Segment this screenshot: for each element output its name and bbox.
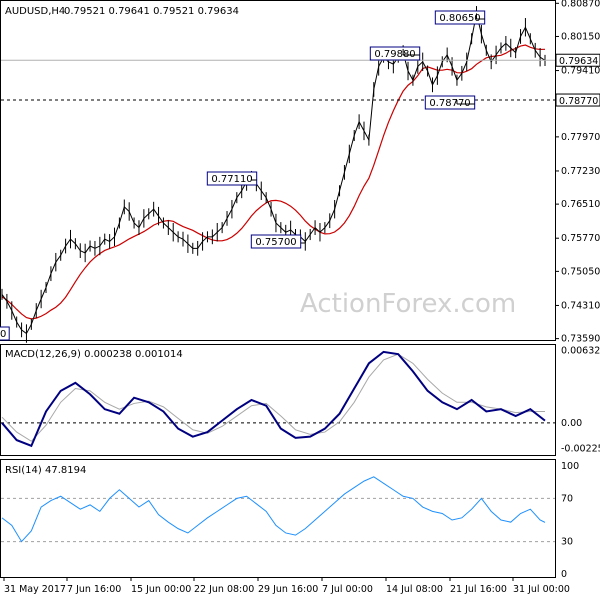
rsi-title: RSI(14) 47.8194 [5, 465, 86, 476]
price-tick-label: 0.75050 [561, 266, 600, 277]
macd-layer [1, 350, 555, 448]
rsi-line [1, 476, 546, 543]
annotation-label: 00 [0, 329, 6, 340]
x-tick-label: 15 Jun 00:00 [131, 584, 191, 595]
macd-tick-label: -0.002253 [561, 444, 600, 455]
price-tick-label: 0.73590 [561, 334, 600, 345]
annotation-0.79880: 0.79880 [369, 46, 421, 61]
price-tick-label: 0.74310 [561, 300, 600, 311]
rsi-tick-label: 0 [561, 569, 567, 580]
annotation-box [369, 46, 421, 61]
annotation-box [206, 171, 258, 186]
axis-layer: 0.80870 0.80150 0.79410 0.78770 0.77970 0.772… [3, 0, 600, 595]
price-panel-frame [0, 0, 556, 341]
macd-panel-frame [0, 344, 556, 456]
current-price-rect [555, 53, 600, 67]
macd-tick-label: 0.006326 [561, 345, 600, 356]
annotation-label: 0.80650 [439, 13, 480, 24]
support-price-label: 0.78770 [559, 96, 598, 107]
annotation-0.80650: 0.80650 [434, 10, 486, 25]
price-tick-label: 0.75770 [561, 233, 600, 244]
annotation-0.77110: 0.77110 [206, 171, 258, 186]
x-tick-label: 21 Jul 16:00 [450, 584, 507, 595]
annotation-label: 0.77110 [211, 174, 252, 185]
current-price-label: 0.79634 [559, 56, 598, 67]
x-tick-label: 7 Jun 16:00 [67, 584, 121, 595]
annotation-box [0, 326, 10, 341]
macd-title: MACD(12,26,9) 0.000238 0.001014 [5, 349, 183, 360]
annotation-label: 0.79880 [374, 49, 415, 60]
support-price-box: 0.78770 [555, 93, 600, 107]
watermark: ActionForex.com [300, 289, 516, 319]
macd-tick-label: 0.00 [561, 418, 582, 429]
annotation-label: 0.78770 [429, 98, 470, 109]
annotation-box [424, 95, 476, 110]
rsi-tick-label: 70 [561, 493, 573, 504]
chart-ohlc: 0.79521 0.79641 0.79521 0.79634 [64, 6, 239, 17]
price-tick-label: 0.76510 [561, 199, 600, 210]
price-layer: 0.80650 0.79880 0.78770 0.77110 0.75700 00 [0, 6, 555, 343]
annotation-box [434, 10, 486, 25]
price-tick-label: 0.80870 [561, 0, 600, 9]
annotation-box [250, 234, 302, 249]
x-tick-label: 31 May 2017 [4, 584, 66, 595]
rsi-layer [1, 476, 555, 543]
macd-line [1, 350, 546, 448]
macd-signal-line [1, 353, 545, 442]
annotation-0.78770: 0.78770 [424, 95, 476, 110]
rsi-tick-label: 100 [561, 461, 579, 472]
price-line [1, 13, 546, 335]
rsi-panel-frame [0, 459, 556, 578]
price-tick-label: 0.80150 [561, 31, 600, 42]
x-tick-label: 31 Jul 00:00 [513, 584, 570, 595]
annotation-0.75700: 0.75700 [250, 234, 306, 249]
price-tick-label: 0.77230 [561, 166, 600, 177]
x-tick-label: 7 Jul 00:00 [322, 584, 373, 595]
x-tick-label: 29 Jun 16:00 [258, 584, 318, 595]
x-tick-label: 22 Jun 08:00 [194, 584, 254, 595]
annotation-label: 0.75700 [255, 237, 296, 248]
rsi-tick-label: 30 [561, 537, 573, 548]
price-tick-label: 0.79410 [561, 66, 600, 77]
current-price-box: 0.79634 [555, 53, 600, 67]
moving-average-line [1, 44, 546, 320]
chart-symbol: AUDUSD,H4 [5, 6, 65, 17]
annotation-00: 00 [0, 326, 10, 341]
price-tick-label: 0.77970 [561, 132, 600, 143]
support-price-rect [555, 93, 600, 107]
x-tick-label: 14 Jul 08:00 [386, 584, 443, 595]
